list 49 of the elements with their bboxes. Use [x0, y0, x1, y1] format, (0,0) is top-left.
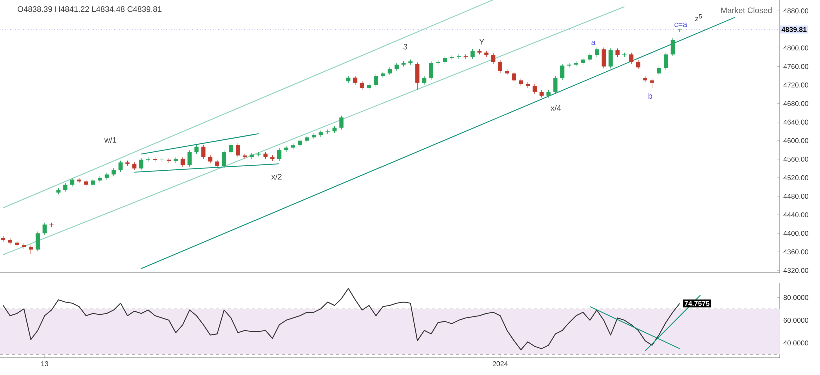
- candlestick: [595, 47, 600, 58]
- candlestick: [340, 116, 344, 130]
- candlestick: [1, 236, 6, 242]
- candlestick: [498, 60, 503, 74]
- candlestick: [229, 142, 234, 155]
- candlestick: [416, 62, 420, 90]
- annotation: O4838.39 H4841.22 L4834.48 C4839.81: [18, 6, 162, 12]
- candlestick: [670, 38, 676, 57]
- candlestick: [42, 222, 47, 236]
- candlestick: [512, 72, 516, 83]
- candlestick: [664, 52, 668, 70]
- candlestick: [139, 158, 144, 171]
- annotation: c=a: [674, 22, 688, 28]
- candlestick: [277, 148, 282, 162]
- annotation: b: [648, 93, 652, 100]
- candlestick: [657, 66, 662, 76]
- candlestick: [188, 150, 192, 168]
- candlestick: [491, 52, 496, 64]
- annotation: x/2: [272, 174, 282, 180]
- candlestick: [174, 157, 178, 164]
- candlestick: [464, 54, 468, 60]
- candlestick: [456, 54, 462, 60]
- candlestick: [36, 231, 40, 252]
- candlestick: [636, 60, 641, 70]
- annotation: w/1: [104, 137, 117, 143]
- line-series: [3, 288, 680, 350]
- annotation: x/4: [550, 105, 562, 112]
- candlestick: [242, 154, 248, 160]
- candlestick: [470, 48, 475, 60]
- candlestick: [180, 157, 185, 168]
- annotation: 3: [404, 44, 408, 50]
- candlestick: [650, 78, 654, 88]
- candlestick: [532, 84, 538, 94]
- annotation: a: [592, 40, 596, 46]
- candlestick: [374, 74, 378, 88]
- candlestick: [630, 52, 634, 64]
- candlestick: [236, 142, 240, 158]
- candlestick: [118, 160, 123, 172]
- annotation: z$^{5}$: [695, 14, 702, 22]
- candlestick: [608, 48, 613, 69]
- candlestick: [560, 64, 565, 80]
- candlestick: [194, 144, 199, 155]
- candlestick: [429, 60, 434, 80]
- candlestick: [554, 76, 558, 94]
- annotation: Market Closed: [722, 8, 772, 14]
- candlestick: [202, 144, 206, 160]
- candlestick: [222, 150, 226, 169]
- candlestick: [602, 47, 606, 69]
- annotation: Y: [480, 39, 485, 45]
